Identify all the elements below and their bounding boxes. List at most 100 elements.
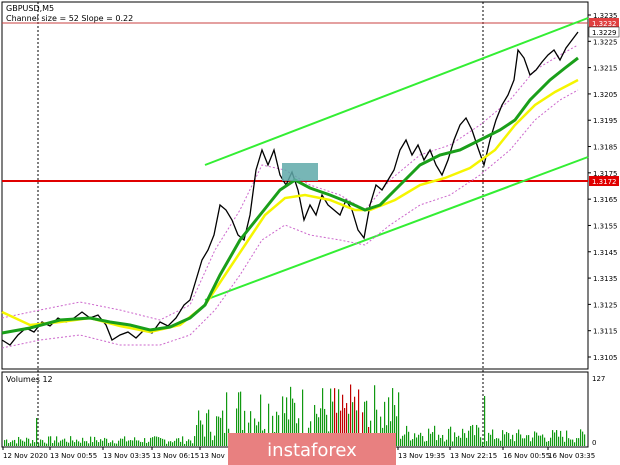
volume-bar	[288, 419, 290, 446]
price-tick-label: 1.3225	[593, 38, 618, 46]
volume-bar	[346, 403, 348, 446]
moving-average-fast[interactable]	[1, 56, 579, 335]
volume-bar	[516, 433, 518, 446]
volume-bar	[512, 434, 514, 446]
volume-bar	[410, 440, 412, 446]
volume-bar	[130, 440, 132, 446]
volume-bar	[210, 431, 212, 446]
volume-bar	[40, 439, 42, 446]
volume-bar	[498, 438, 500, 446]
price-line[interactable]	[1, 31, 579, 346]
price-tick-label: 1.3125	[593, 301, 618, 309]
volume-bar	[282, 396, 284, 446]
volume-bar	[424, 441, 426, 446]
volume-bar	[160, 438, 162, 446]
price-panel[interactable]	[1, 1, 589, 370]
volume-bar	[314, 404, 316, 446]
volume-bar	[12, 440, 14, 446]
time-label: 13 Nov 19:35	[398, 452, 445, 460]
volume-bar	[576, 438, 578, 446]
price-tick-label: 1.3195	[593, 117, 618, 125]
volume-bar	[150, 437, 152, 446]
current-price-flag-bg	[588, 26, 620, 38]
volume-bar	[406, 425, 408, 446]
volume-bar	[154, 436, 156, 446]
volume-bar	[58, 442, 60, 446]
volume-bar	[418, 434, 420, 446]
volume-bar	[404, 434, 406, 446]
volume-bar	[100, 439, 102, 446]
volume-bar	[168, 441, 170, 446]
volume-bar	[350, 384, 352, 446]
volume-bar	[584, 434, 586, 446]
time-label: 13 Nov	[200, 452, 225, 460]
channel-upper-line[interactable]	[204, 17, 589, 166]
volume-bar	[140, 441, 142, 446]
volume-bar	[92, 442, 94, 446]
volume-bar	[448, 428, 450, 446]
volume-bar	[324, 408, 326, 446]
volume-bar	[176, 438, 178, 446]
volume-bar	[524, 438, 526, 446]
volume-bar	[434, 425, 436, 446]
volume-bar	[216, 416, 218, 446]
volume-bar	[396, 416, 398, 446]
volume-bar	[536, 432, 538, 446]
volume-bar	[446, 439, 448, 446]
volume-bar	[530, 441, 532, 446]
price-tick-label: 1.3185	[593, 144, 618, 152]
volume-bar	[380, 416, 382, 446]
volume-bar	[138, 440, 140, 446]
volume-bar	[302, 389, 304, 446]
time-axis: 12 Nov 2020 13 Nov 00:55 13 Nov 03:35 13 No…	[2, 447, 595, 460]
volume-bar	[456, 436, 458, 446]
indicator-label: Channel size = 52 Slope = 0.22	[6, 14, 133, 23]
volume-bar	[348, 413, 350, 446]
volume-bar	[52, 443, 54, 446]
volume-bar	[238, 392, 240, 446]
volume-bar	[408, 431, 410, 446]
volume-bar	[428, 428, 430, 446]
moving-average-slow[interactable]	[1, 78, 579, 334]
time-label: 13 Nov 22:15	[450, 452, 497, 460]
volume-bar	[402, 435, 404, 446]
volume-bar	[354, 396, 356, 446]
volume-bar	[566, 430, 568, 446]
volume-bar	[194, 436, 196, 446]
volume-bar	[480, 437, 482, 446]
price-tick-label: 1.3215	[593, 65, 618, 73]
volume-bar	[352, 402, 354, 446]
volume-bar	[544, 437, 546, 446]
volume-bar	[148, 441, 150, 446]
volume-bar	[208, 409, 210, 446]
volume-bar	[182, 436, 184, 446]
price-tick-label: 1.3205	[593, 91, 618, 99]
volume-bar	[224, 432, 226, 446]
volume-bar	[114, 443, 116, 446]
volume-bar	[118, 440, 120, 446]
volume-bar	[342, 394, 344, 446]
highlight-box[interactable]	[282, 163, 318, 181]
volume-bar	[562, 436, 564, 446]
volume-bar	[506, 431, 508, 446]
volume-bar	[156, 436, 158, 446]
channel-lower-line[interactable]	[204, 156, 589, 301]
volume-bar	[496, 438, 498, 446]
volume-bar	[84, 441, 86, 446]
time-label: 13 Nov 06:15	[152, 452, 199, 460]
volume-bar	[60, 440, 62, 446]
volume-bar	[504, 434, 506, 446]
volume-bar	[260, 394, 262, 446]
volume-bar	[74, 442, 76, 446]
volume-bar	[484, 396, 486, 446]
volume-bar	[180, 441, 182, 446]
volume-bar	[70, 436, 72, 446]
volume-bar	[124, 436, 126, 446]
volume-bar	[142, 442, 144, 446]
price-tick-label: 1.3135	[593, 275, 618, 283]
volume-bar	[204, 436, 206, 446]
volume-bar	[568, 438, 570, 446]
volume-bar	[436, 440, 438, 446]
volume-bar	[66, 441, 68, 446]
